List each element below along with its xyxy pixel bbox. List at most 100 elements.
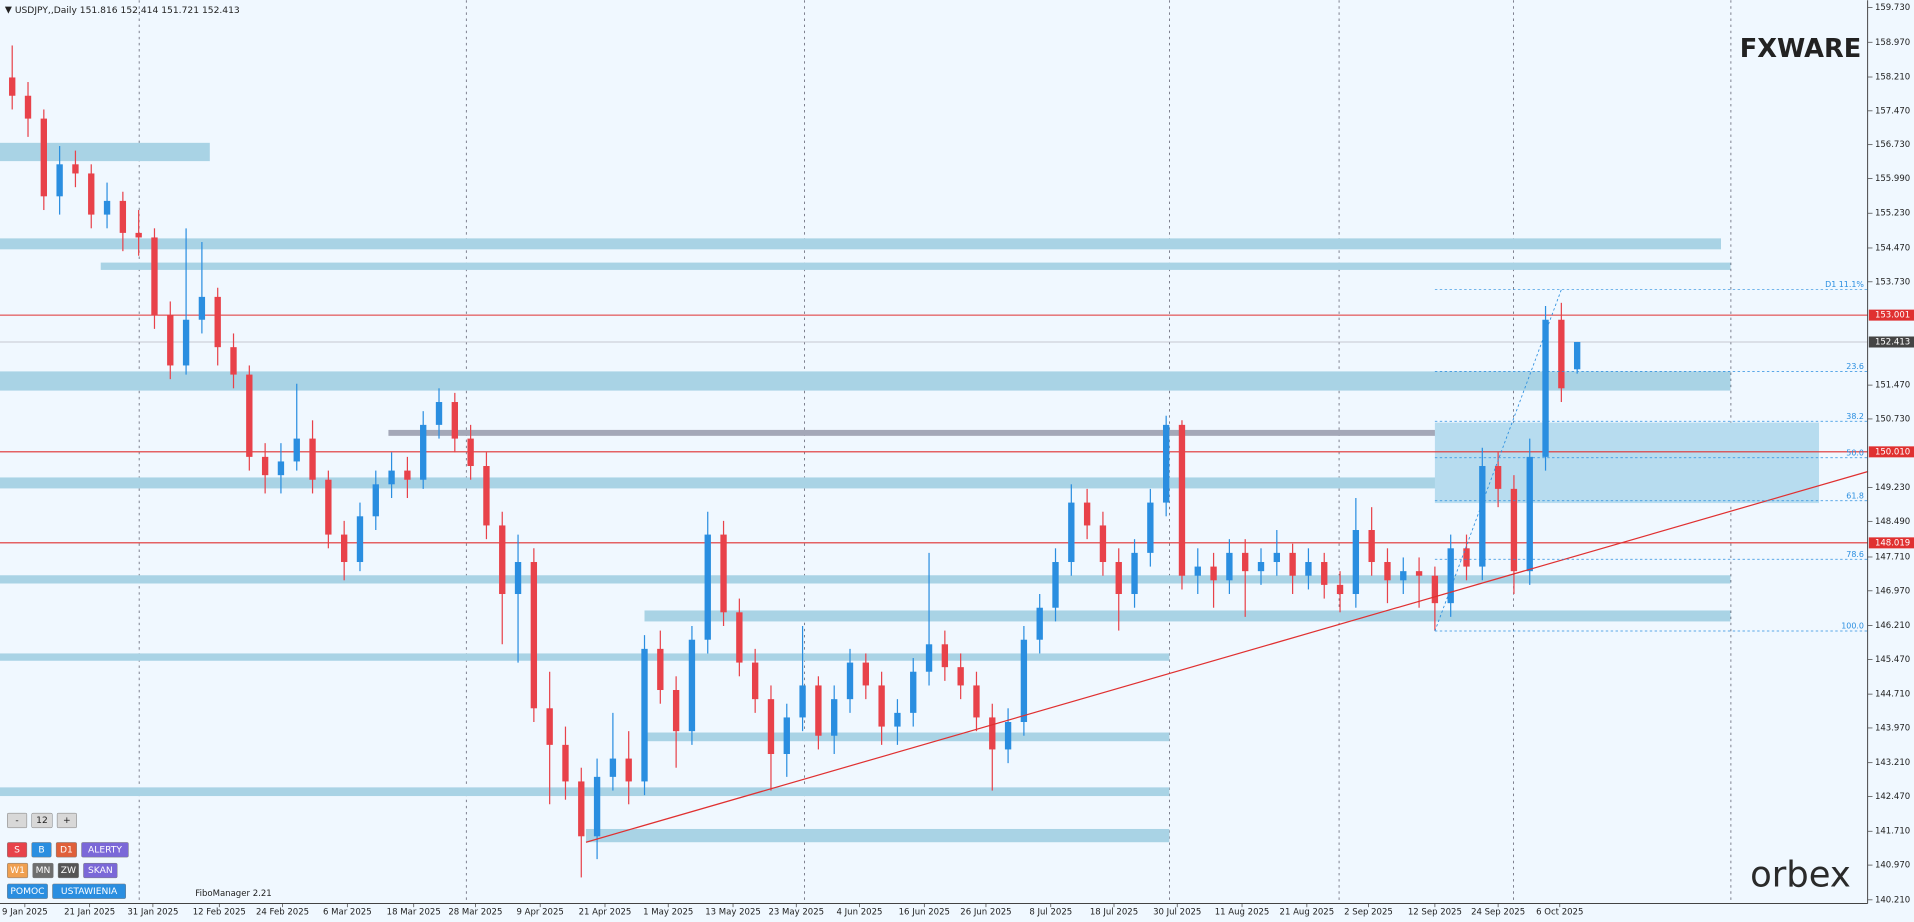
toolbar-button-label[interactable]: USTAWIENIA bbox=[61, 887, 118, 897]
toolbar-button[interactable] bbox=[52, 883, 126, 899]
zone bbox=[100, 262, 1731, 270]
trendline bbox=[585, 470, 1869, 843]
candle-body bbox=[404, 470, 411, 480]
candle-body bbox=[1463, 548, 1470, 567]
candle-body bbox=[751, 662, 759, 700]
candle-body bbox=[1415, 571, 1423, 576]
candle-body bbox=[514, 562, 522, 595]
toolbar-button[interactable] bbox=[31, 812, 53, 829]
candle-body bbox=[1558, 319, 1565, 389]
y-tick-label: 141.710 bbox=[1875, 827, 1910, 837]
y-tick-label: 156.730 bbox=[1875, 140, 1910, 150]
fibo-label: 23.6 bbox=[1846, 362, 1864, 371]
candle-body bbox=[1099, 525, 1107, 563]
candle-body bbox=[1384, 562, 1391, 581]
candle-body bbox=[1352, 530, 1360, 595]
zone bbox=[0, 142, 210, 162]
candle-body bbox=[910, 671, 917, 713]
x-tick-label: 21 Jan 2025 bbox=[64, 908, 115, 918]
candle-body bbox=[688, 639, 696, 732]
candle-body bbox=[56, 164, 63, 197]
x-tick-label: 21 Aug 2025 bbox=[1280, 908, 1335, 918]
toolbar-button[interactable] bbox=[32, 862, 54, 879]
toolbar-button[interactable] bbox=[7, 862, 29, 879]
x-tick-label: 6 Mar 2025 bbox=[323, 908, 372, 918]
x-tick-label: 12 Sep 2025 bbox=[1408, 908, 1462, 918]
toolbar-button-label[interactable]: 12 bbox=[36, 816, 48, 826]
x-tick-label: 4 Jun 2025 bbox=[837, 908, 883, 918]
zone bbox=[644, 732, 1170, 742]
toolbar-button-label[interactable]: ALERTY bbox=[88, 845, 122, 855]
candle-body bbox=[1036, 607, 1043, 640]
x-tick-label: 24 Feb 2025 bbox=[256, 908, 309, 918]
zone bbox=[388, 429, 1731, 436]
toolbar-button[interactable] bbox=[7, 842, 28, 858]
current-price-box bbox=[1868, 336, 1914, 348]
y-tick-label: 151.470 bbox=[1875, 381, 1910, 391]
x-tick-label: 9 Apr 2025 bbox=[517, 908, 564, 918]
y-tick-label: 145.470 bbox=[1875, 655, 1910, 665]
toolbar-button-label[interactable]: - bbox=[15, 816, 18, 826]
candle-body bbox=[420, 424, 427, 480]
toolbar-button[interactable] bbox=[81, 842, 129, 858]
toolbar-button-label[interactable]: B bbox=[38, 845, 44, 855]
candle-body bbox=[499, 525, 506, 595]
low: 151.721 bbox=[161, 5, 199, 15]
toolbar-button[interactable] bbox=[55, 842, 77, 858]
y-tick-label: 144.710 bbox=[1875, 690, 1910, 700]
candle-body bbox=[1305, 562, 1312, 576]
indicator-label: FiboManager 2.21 bbox=[195, 889, 271, 899]
fibo-label: 100.0 bbox=[1841, 622, 1864, 631]
toolbar-button[interactable] bbox=[31, 842, 52, 858]
toolbar-button[interactable] bbox=[7, 812, 28, 829]
toolbar-button-label[interactable]: ZW bbox=[61, 866, 76, 876]
toolbar-button-label[interactable]: SKAN bbox=[88, 866, 113, 876]
x-tick-label: 21 Apr 2025 bbox=[579, 908, 632, 918]
candle-body bbox=[672, 690, 680, 732]
candle-body bbox=[736, 612, 743, 663]
candle-body bbox=[1068, 502, 1075, 563]
candle-body bbox=[831, 699, 838, 736]
candle-body bbox=[214, 296, 221, 348]
candle-body bbox=[1273, 552, 1280, 563]
candle-body bbox=[720, 534, 727, 613]
toolbar-button[interactable] bbox=[57, 862, 79, 879]
toolbar-button[interactable] bbox=[56, 812, 77, 829]
y-tick-label: 146.970 bbox=[1875, 586, 1910, 596]
candle-body bbox=[625, 758, 632, 782]
candle-body bbox=[973, 685, 980, 718]
toolbar-button-label[interactable]: MN bbox=[36, 866, 51, 876]
toolbar-button-label[interactable]: + bbox=[63, 816, 71, 826]
toolbar-button-label[interactable]: POMOC bbox=[10, 887, 44, 897]
zone bbox=[1434, 422, 1820, 504]
toolbar-button-label[interactable]: W1 bbox=[10, 866, 25, 876]
zone bbox=[0, 653, 1170, 661]
candle-body bbox=[1020, 639, 1028, 723]
y-tick-label: 150.730 bbox=[1875, 414, 1910, 424]
y-tick-label: 143.210 bbox=[1875, 758, 1910, 768]
toolbar-button[interactable] bbox=[7, 883, 48, 899]
toolbar-button-label[interactable]: D1 bbox=[60, 845, 73, 855]
candle-body bbox=[293, 438, 300, 462]
candle-body bbox=[578, 781, 585, 837]
logo-fxware: FXWARE bbox=[1740, 34, 1861, 64]
y-tick-label: 158.210 bbox=[1875, 73, 1910, 83]
candle-body bbox=[1447, 548, 1454, 604]
x-tick-label: 6 Oct 2025 bbox=[1536, 908, 1583, 918]
y-tick-label: 146.210 bbox=[1875, 621, 1910, 631]
candle-body bbox=[9, 77, 16, 96]
zone bbox=[0, 371, 1731, 391]
candle-body bbox=[862, 662, 869, 686]
price-level-label: 148.019 bbox=[1875, 538, 1910, 548]
y-tick-label: 140.210 bbox=[1875, 895, 1910, 905]
candle-body bbox=[657, 648, 664, 691]
x-tick-label: 12 Feb 2025 bbox=[193, 908, 246, 918]
toolbar-button-label[interactable]: S bbox=[14, 845, 20, 855]
candle-body bbox=[1368, 530, 1375, 563]
y-tick-label: 153.730 bbox=[1875, 277, 1910, 287]
open: 151.816 bbox=[80, 5, 118, 15]
y-tick-label: 148.490 bbox=[1875, 517, 1910, 527]
candle-body bbox=[1479, 466, 1486, 567]
toolbar-button[interactable] bbox=[83, 862, 118, 879]
candle-body bbox=[24, 95, 32, 119]
